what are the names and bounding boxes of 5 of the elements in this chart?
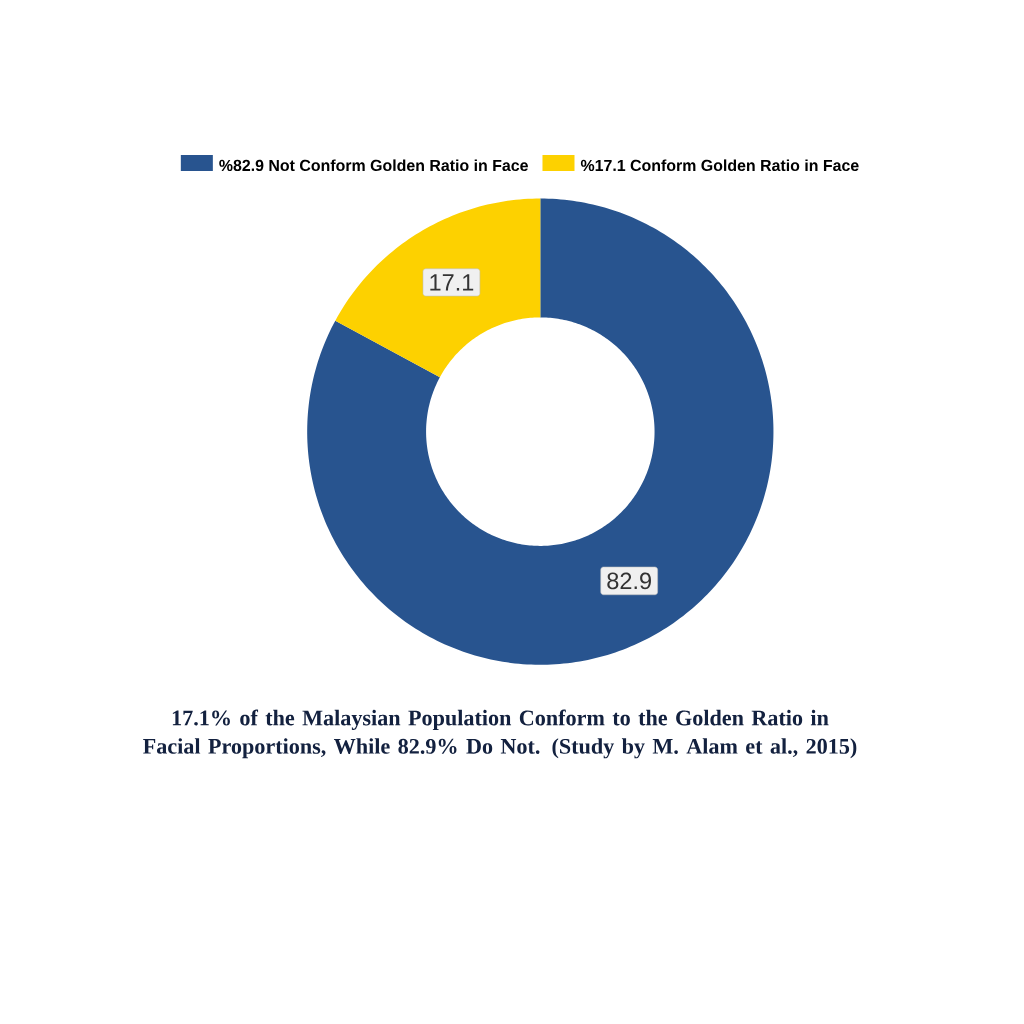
legend-label: %17.1 Conform Golden Ratio in Face (580, 159, 859, 172)
text: 17.1% of the Malaysian Population Conform to the Golden Ratio in Facial Proportions, While 82.9% Do Not. (Study by M. Alam et al., 2015) (143, 709, 857, 759)
data-label: 17.1 (430, 274, 474, 291)
legend-label: %82.9 Not Conform Golden Ratio in Face (219, 159, 528, 172)
data-label: 82.9 (607, 572, 651, 590)
